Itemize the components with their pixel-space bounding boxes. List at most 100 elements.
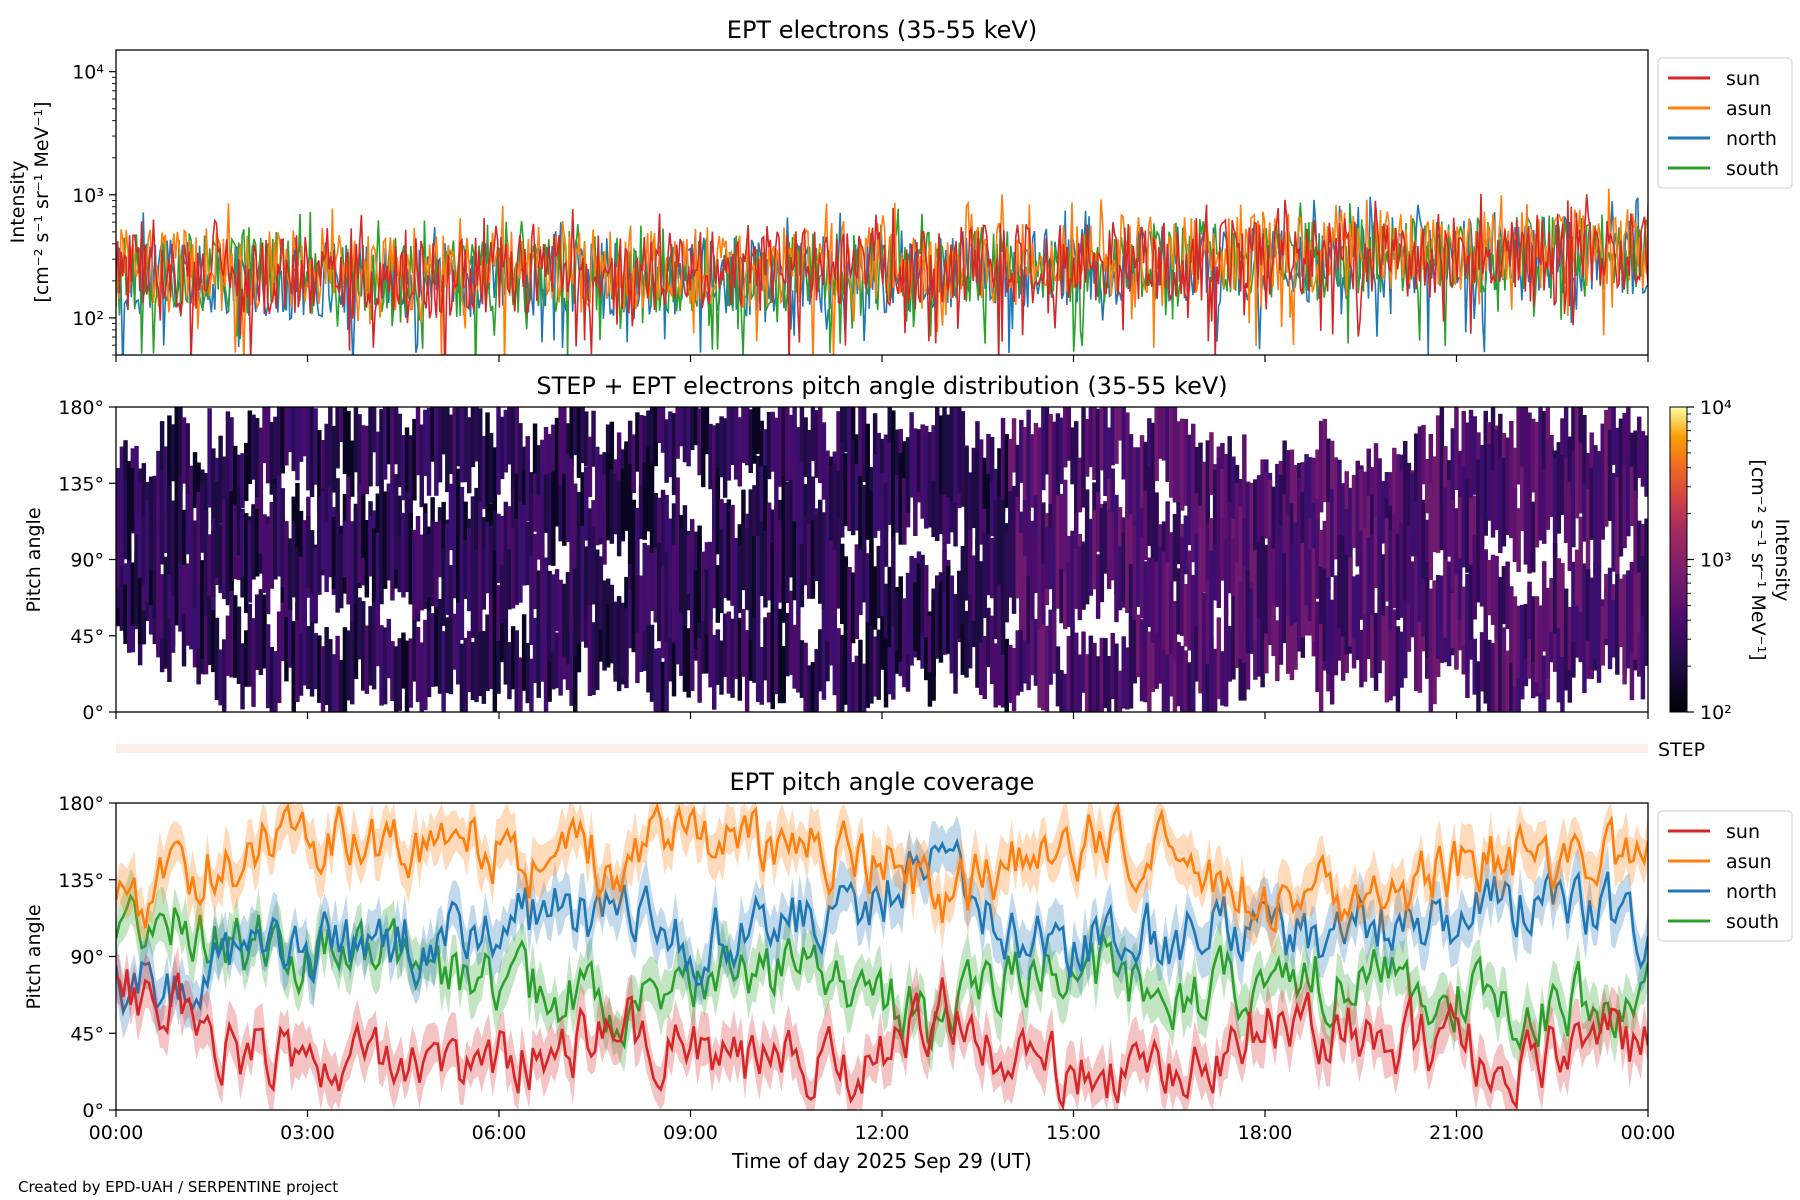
- heatmap-cell: [181, 566, 187, 667]
- heatmap-cell: [1582, 483, 1587, 542]
- heatmap-cell: [605, 604, 611, 666]
- heatmap-cell: [938, 461, 944, 535]
- heatmap-cell: [755, 617, 761, 702]
- heatmap-cell: [726, 611, 732, 694]
- heatmap-cell: [876, 629, 881, 700]
- heatmap-cell: [829, 540, 834, 631]
- heatmap-cell: [1381, 605, 1386, 661]
- heatmap-cell: [1132, 613, 1137, 684]
- heatmap-cell: [1560, 629, 1565, 712]
- heatmap-cell: [467, 631, 472, 693]
- heatmap-cell: [682, 531, 688, 626]
- heatmap-cell: [924, 616, 929, 681]
- heatmap-cell: [1509, 586, 1514, 663]
- heatmap-cell: [1443, 559, 1448, 638]
- heatmap-cell: [635, 604, 640, 684]
- heatmap-cell: [361, 601, 366, 691]
- heatmap-cell: [1501, 457, 1507, 547]
- heatmap-cell: [320, 646, 326, 712]
- heatmap-cell: [390, 481, 395, 580]
- heatmap-cell: [1106, 656, 1112, 712]
- heatmap-cell: [547, 433, 552, 500]
- heatmap-cell: [276, 407, 282, 482]
- heatmap-cell: [1253, 550, 1258, 640]
- heatmap-cell: [792, 521, 797, 601]
- heatmap-cell: [452, 474, 457, 538]
- heatmap-cell: [119, 485, 125, 567]
- heatmap-cell: [803, 516, 808, 586]
- heatmap-cell: [1483, 549, 1488, 641]
- heatmap-cell: [1560, 455, 1565, 515]
- heatmap-cell: [408, 435, 413, 528]
- heatmap-cell: [1483, 630, 1488, 704]
- heatmap-cell: [971, 471, 977, 528]
- heatmap-cell: [1201, 521, 1207, 593]
- heatmap-cell: [1578, 589, 1583, 663]
- heatmap-cell: [609, 469, 615, 544]
- heatmap-cell: [1351, 576, 1357, 638]
- heatmap-cell: [357, 484, 362, 583]
- panel2-y-tick-label: 90°: [70, 550, 104, 572]
- heatmap-cell: [536, 495, 541, 560]
- panel1-series-sun: [116, 193, 1648, 355]
- heatmap-cell: [836, 628, 841, 712]
- heatmap-cell: [273, 484, 278, 580]
- heatmap-cell: [1501, 627, 1507, 712]
- panel3-plot: [116, 803, 1648, 1110]
- heatmap-cell: [1359, 469, 1364, 534]
- heatmap-cell: [459, 407, 465, 483]
- heatmap-cell: [529, 658, 534, 712]
- heatmap-cell: [1520, 407, 1525, 473]
- heatmap-cell: [1622, 413, 1627, 507]
- heatmap-cell: [331, 425, 337, 493]
- heatmap-cell: [1172, 407, 1178, 503]
- heatmap-cell: [1399, 631, 1404, 688]
- x-tick-label: 03:00: [280, 1122, 335, 1144]
- heatmap-cell: [324, 479, 329, 551]
- heatmap-cell: [894, 591, 900, 651]
- heatmap-cell: [1582, 563, 1587, 653]
- heatmap-cell: [1264, 544, 1269, 634]
- heatmap-cell: [1059, 670, 1064, 712]
- heatmap-cell: [627, 420, 633, 498]
- heatmap-cell: [434, 604, 439, 687]
- heatmap-cell: [748, 619, 753, 681]
- heatmap-cell: [1377, 522, 1382, 614]
- heatmap-cell: [1022, 500, 1028, 598]
- heatmap-cell: [229, 417, 234, 512]
- heatmap-cell: [350, 610, 355, 705]
- heatmap-cell: [1304, 470, 1309, 564]
- heatmap-cell: [565, 454, 571, 543]
- heatmap-cell: [931, 425, 936, 481]
- heatmap-cell: [397, 495, 402, 565]
- heatmap-cell: [152, 507, 158, 570]
- heatmap-cell: [1286, 584, 1291, 674]
- heatmap-cell: [1461, 586, 1466, 646]
- heatmap-cell: [986, 607, 991, 668]
- heatmap-cell: [459, 486, 465, 550]
- panel3-ylabel: Pitch angle: [23, 904, 45, 1009]
- heatmap-cell: [196, 556, 201, 649]
- heatmap-cell: [1381, 554, 1386, 616]
- heatmap-cell: [371, 591, 377, 690]
- heatmap-cell: [211, 448, 216, 525]
- heatmap-cell: [752, 407, 757, 464]
- heatmap-cell: [1176, 641, 1181, 707]
- heatmap-cell: [587, 436, 593, 497]
- heatmap-cell: [404, 497, 410, 593]
- heatmap-cell: [993, 500, 998, 569]
- heatmap-cell: [507, 407, 512, 465]
- heatmap-cell: [799, 640, 805, 698]
- heatmap-cell: [393, 407, 399, 465]
- panel3-legend-box: [1657, 810, 1793, 942]
- heatmap-cell: [371, 528, 377, 603]
- heatmap-cell: [1487, 639, 1492, 712]
- heatmap-cell: [1048, 528, 1053, 590]
- heatmap-cell: [861, 407, 867, 483]
- heatmap-cell: [1074, 513, 1079, 578]
- heatmap-cell: [1282, 587, 1287, 644]
- heatmap-cell: [722, 613, 728, 677]
- heatmap-cell: [364, 425, 370, 495]
- heatmap-cell: [1267, 479, 1273, 540]
- heatmap-cell: [1139, 537, 1145, 619]
